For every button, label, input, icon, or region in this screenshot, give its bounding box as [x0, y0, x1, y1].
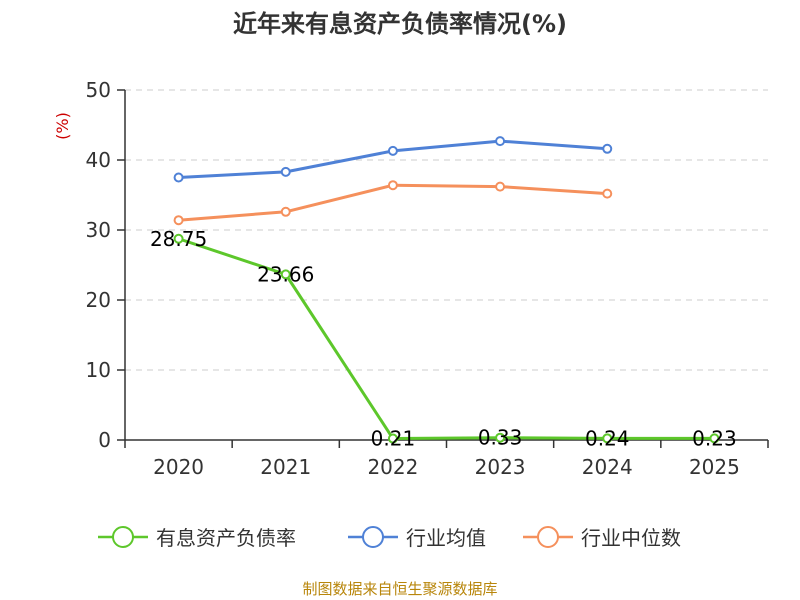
grid-lines [125, 89, 768, 371]
data-label: 23.66 [257, 262, 314, 286]
data-point [495, 181, 506, 192]
y-tick-label: 20 [86, 288, 111, 312]
x-tick-label: 2021 [260, 455, 311, 479]
y-tick-label: 30 [86, 218, 111, 242]
data-label: 0.21 [371, 427, 416, 451]
data-point [280, 166, 291, 177]
x-tick-label: 2024 [582, 455, 633, 479]
y-tick-label: 50 [86, 78, 111, 102]
legend-label: 行业均值 [406, 526, 486, 550]
legend-item: 行业均值 [348, 526, 486, 550]
data-point [173, 215, 184, 226]
axes [124, 90, 768, 441]
data-point [173, 172, 184, 183]
data-label: 28.75 [150, 227, 207, 251]
data-point [280, 269, 291, 280]
chart-title: 近年来有息资产负债率情况(%) [233, 10, 567, 38]
data-point [709, 433, 720, 444]
data-label: 0.23 [692, 426, 737, 450]
legend-item: 有息资产负债率 [98, 526, 296, 550]
data-point [387, 180, 398, 191]
x-tick-label: 2022 [367, 455, 418, 479]
legend-label: 行业中位数 [581, 526, 681, 550]
source-note: 制图数据来自恒生聚源数据库 [302, 580, 497, 598]
data-labels: 28.75 23.66 0.21 0.33 0.24 0.23 [150, 227, 737, 451]
legend-marker [362, 526, 384, 548]
series-lines [173, 136, 720, 444]
data-point [387, 145, 398, 156]
x-tick-label: 2025 [689, 455, 740, 479]
x-axis-ticks: 2020 2021 2022 2023 2024 2025 [124, 440, 769, 479]
data-point [495, 136, 506, 147]
data-label: 0.33 [478, 426, 523, 450]
data-point [495, 432, 506, 443]
series-line [178, 237, 715, 441]
y-axis-unit-label: (%) [53, 112, 72, 140]
data-point [602, 433, 613, 444]
data-label: 0.24 [585, 426, 630, 450]
y-tick-label: 40 [86, 148, 111, 172]
y-tick-label: 10 [86, 358, 111, 382]
legend: 有息资产负债率 行业均值 行业中位数 [98, 526, 681, 550]
data-point [602, 143, 613, 154]
x-tick-label: 2020 [153, 455, 204, 479]
y-axis-ticks: 0 10 20 30 40 50 [86, 78, 125, 452]
legend-label: 有息资产负债率 [156, 526, 296, 550]
data-point [602, 188, 613, 199]
series-1 [173, 136, 613, 183]
legend-marker [537, 526, 559, 548]
series-line [178, 183, 608, 222]
data-point [387, 433, 398, 444]
data-point [173, 233, 184, 244]
legend-marker [112, 526, 134, 548]
series-2 [173, 180, 613, 226]
series-0 [173, 233, 720, 444]
x-tick-label: 2023 [475, 455, 526, 479]
y-tick-label: 0 [98, 428, 111, 452]
legend-item: 行业中位数 [523, 526, 681, 550]
data-point [280, 206, 291, 217]
